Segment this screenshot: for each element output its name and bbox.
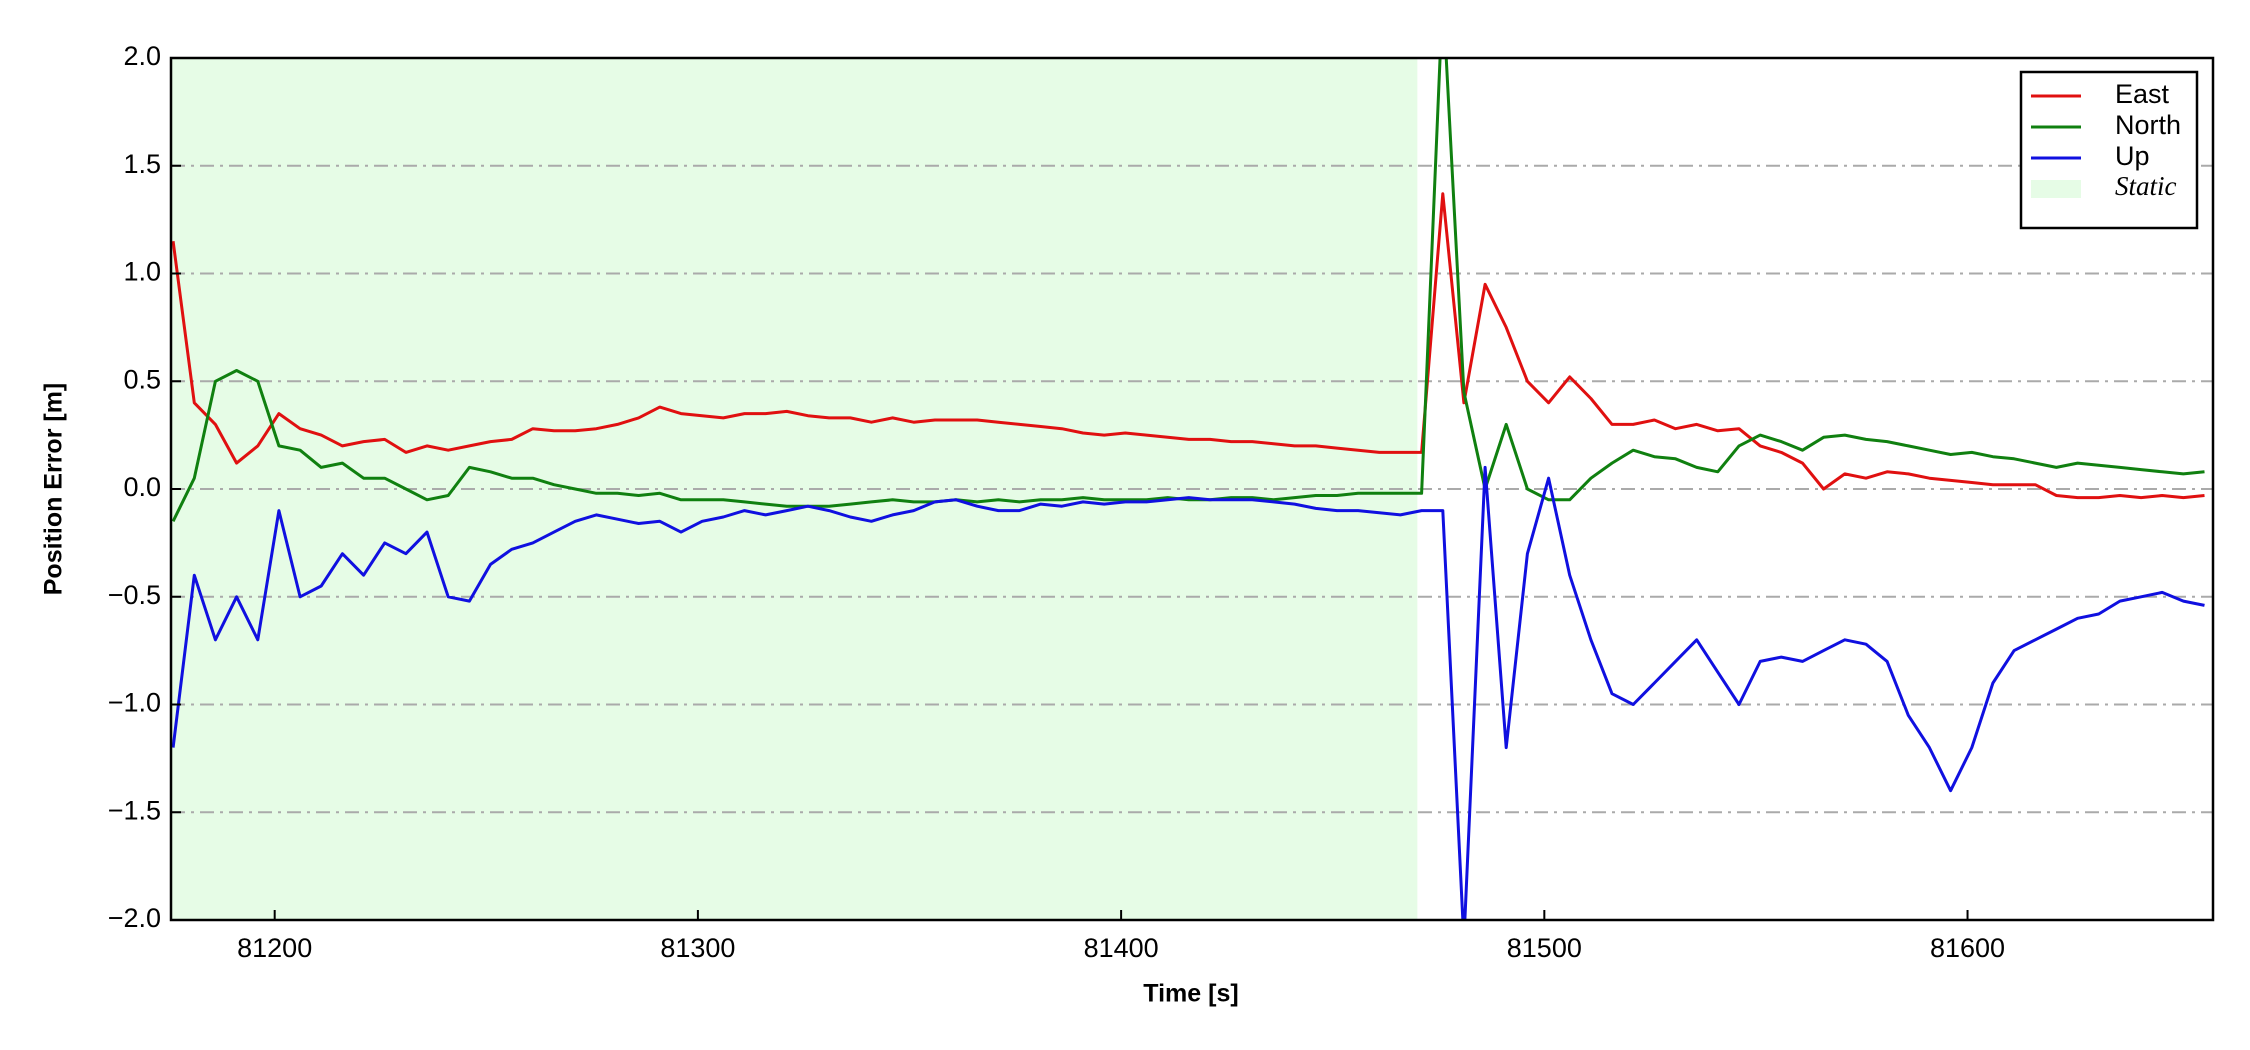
y-tick-label: −0.5 [108,580,161,610]
y-tick-label: −1.5 [108,795,161,825]
x-tick-label: 81300 [660,933,735,963]
legend-label: Up [2115,141,2150,171]
y-tick-label: 1.5 [123,149,161,179]
x-tick-label: 81500 [1507,933,1582,963]
legend-swatch [2031,180,2081,198]
y-tick-label: −2.0 [108,903,161,933]
series-line [171,192,2205,500]
x-tick-label: 81600 [1930,933,2005,963]
legend-label: East [2115,79,2170,109]
axes-layer: −2.0 −1.5 −1.0 −0.5 0.0 0.5 1.0 1.5 2.0 81200 8130… [108,41,2005,963]
y-tick-label: −1.0 [108,688,161,718]
y-axis-label: Position Error [m] [40,383,68,596]
y-tick-label: 0.5 [123,364,161,394]
legend-label: Static [2115,171,2177,201]
x-tick-label: 81200 [237,933,312,963]
legend-label: North [2115,110,2181,140]
x-axis-label: Time [s] [1143,980,1238,1008]
lines-layer [171,58,2205,920]
series-line [171,58,2205,522]
y-tick-label: 1.0 [123,257,161,287]
y-tick-label: 0.0 [123,472,161,502]
x-tick-label: 81400 [1084,933,1159,963]
series-line [171,465,2205,920]
legend-box [2019,70,2199,230]
y-tick-label: 2.0 [123,41,161,71]
